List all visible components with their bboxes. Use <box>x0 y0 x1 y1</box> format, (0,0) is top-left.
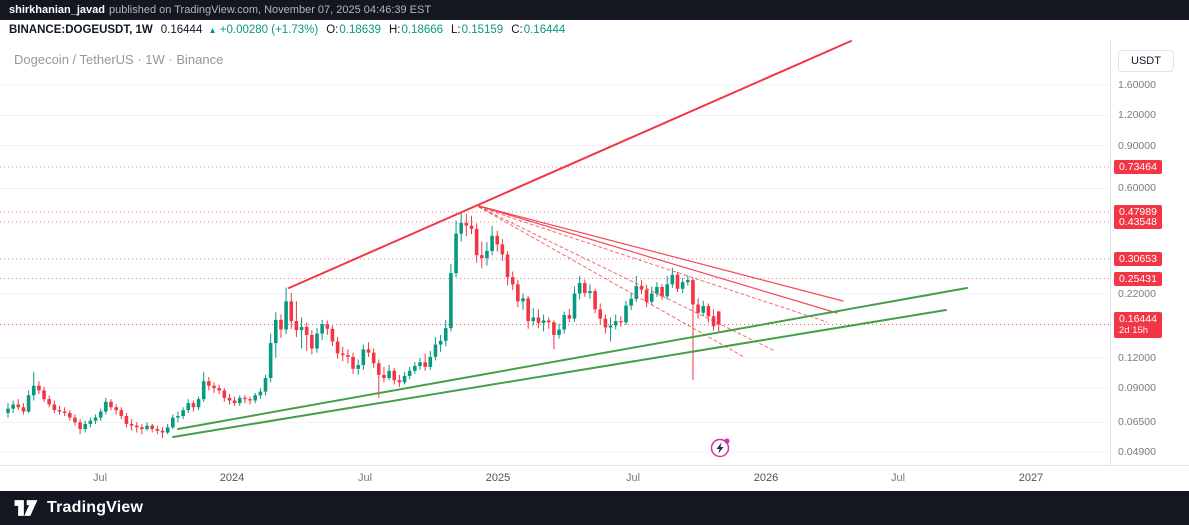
bar-countdown: 2d 15h <box>1119 324 1149 336</box>
price-tick-label: 1.20000 <box>1118 109 1156 122</box>
publish-info-bar: shirkhanian_javad published on TradingVie… <box>0 0 1189 20</box>
current-price-badge: 0.16444 2d 15h <box>1114 311 1162 338</box>
current-price-value: 0.16444 <box>1119 312 1157 325</box>
price-tick-label: 0.60000 <box>1118 182 1156 195</box>
time-tick-label: 2027 <box>1018 472 1044 484</box>
ohlc-high: H:0.18666 <box>388 24 444 36</box>
descending-fan-line-2[interactable] <box>478 205 838 314</box>
time-tick-label: Jul <box>92 472 108 484</box>
descending-fan-line-1[interactable] <box>478 205 844 302</box>
last-price: 0.16444 <box>160 24 203 36</box>
lightning-bolt-icon <box>716 442 724 454</box>
descending-fan-dotted-2[interactable] <box>478 206 774 351</box>
up-arrow-icon: ▲ <box>208 25 217 35</box>
price-tick-label: 0.22000 <box>1118 287 1156 300</box>
rising-support-line-upper[interactable] <box>177 287 968 430</box>
price-tick-label: 0.04900 <box>1118 446 1156 459</box>
price-level-badge: 0.43548 <box>1114 215 1162 230</box>
price-tick-label: 0.09000 <box>1118 382 1156 395</box>
time-axis[interactable]: Jul 2024 Jul 2025 Jul 2026 Jul 2027 <box>0 465 1189 491</box>
tradingview-logo[interactable]: TradingView <box>13 498 143 518</box>
time-tick-label: Jul <box>890 472 906 484</box>
currency-toggle-button[interactable]: USDT <box>1118 50 1174 72</box>
time-tick-label: 2024 <box>219 472 245 484</box>
price-change: +0.00280 (+1.73%) <box>219 24 319 36</box>
time-tick-label: 2025 <box>485 472 511 484</box>
price-tick-label: 1.60000 <box>1118 79 1156 91</box>
footer-bar: TradingView <box>0 491 1189 525</box>
author-name: shirkhanian_javad <box>9 4 105 16</box>
notification-dot <box>724 438 730 444</box>
time-tick-label: Jul <box>625 472 641 484</box>
tradingview-logo-icon <box>14 500 38 516</box>
chart-area[interactable]: Dogecoin / TetherUS · 1W · Binance USDT … <box>0 40 1189 491</box>
publish-text: published on TradingView.com, November 0… <box>109 4 432 16</box>
price-axis[interactable]: USDT 1.60000 1.20000 0.90000 0.60000 0.22000… <box>1110 40 1189 465</box>
rising-support-line-lower[interactable] <box>172 309 947 438</box>
tradingview-wordmark: TradingView <box>47 499 144 516</box>
price-tick-label: 0.12000 <box>1118 351 1156 364</box>
flash-event-icon[interactable] <box>710 438 730 458</box>
descending-fan-dotted-3[interactable] <box>478 206 745 358</box>
time-tick-label: Jul <box>357 472 373 484</box>
ohlc-close: C:0.16444 <box>511 24 566 36</box>
price-chart-canvas[interactable] <box>0 40 1110 465</box>
rising-resistance-line[interactable] <box>288 40 852 289</box>
symbol-info-bar: BINANCE:DOGEUSDT, 1W 0.16444 ▲ +0.00280 (+1… <box>0 20 1189 40</box>
horizontal-price-lines[interactable] <box>0 166 1110 326</box>
price-tick-label: 0.90000 <box>1118 139 1156 152</box>
ohlc-low: L:0.15159 <box>451 24 504 36</box>
grid-lines <box>0 84 1110 453</box>
candles <box>6 211 721 439</box>
time-tick-label: 2026 <box>753 472 779 484</box>
price-level-badge: 0.30653 <box>1114 252 1162 266</box>
ohlc-open: O:0.18639 <box>326 24 381 36</box>
price-level-badge: 0.25431 <box>1114 271 1162 286</box>
price-tick-label: 0.06500 <box>1118 416 1156 429</box>
price-level-badge: 0.73464 <box>1114 159 1162 174</box>
descending-fan-dotted-1[interactable] <box>478 206 828 323</box>
symbol-title: BINANCE:DOGEUSDT, 1W <box>9 24 153 36</box>
